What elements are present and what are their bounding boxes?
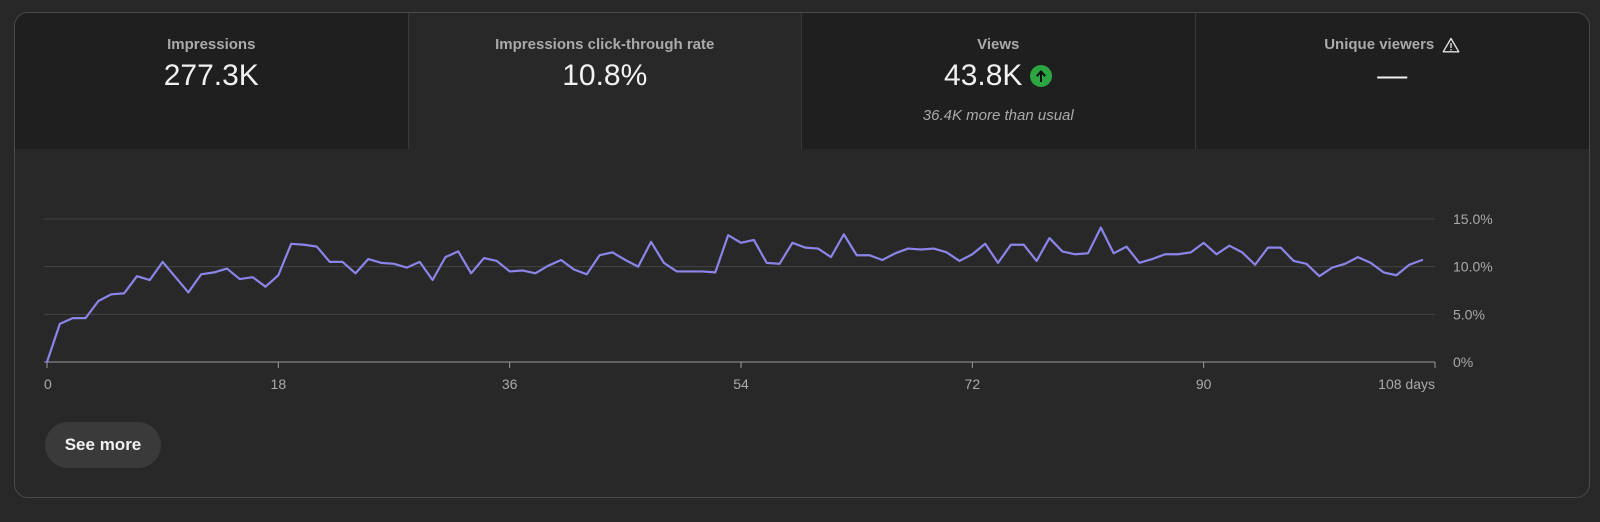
ctr-line-chart: 0% 5.0% 10.0% 15.0% 0 18 36 54 72 90 108 days	[44, 211, 1493, 392]
analytics-card: Impressions 277.3K Impressions click-thr…	[14, 12, 1590, 498]
x-tick-label: 18	[271, 376, 287, 392]
y-tick-label: 5.0%	[1453, 306, 1485, 322]
warning-triangle-icon[interactable]	[1442, 37, 1460, 53]
arrow-up-circle-icon	[1030, 65, 1053, 87]
metric-value: 43.8K	[802, 59, 1195, 93]
x-tick-label: 90	[1196, 376, 1212, 392]
series-line	[45, 226, 1424, 364]
metric-value-text: —	[1377, 59, 1408, 92]
tab-views[interactable]: Views 43.8K 36.4K more than usual	[802, 13, 1196, 149]
y-tick-label: 0%	[1453, 354, 1473, 370]
x-tick-label: 36	[502, 376, 518, 392]
y-tick-label: 15.0%	[1453, 211, 1493, 227]
tab-impressions[interactable]: Impressions 277.3K	[15, 13, 409, 149]
metric-tabs: Impressions 277.3K Impressions click-thr…	[15, 13, 1589, 149]
tab-label: Impressions click-through rate	[495, 36, 715, 53]
tab-impressions-ctr[interactable]: Impressions click-through rate 10.8%	[408, 13, 802, 149]
metric-value: 10.8%	[409, 59, 802, 93]
y-tick-label: 10.0%	[1453, 259, 1493, 275]
tab-label-text: Unique viewers	[1324, 36, 1435, 53]
tab-label-row: Unique viewers	[1196, 36, 1590, 53]
see-more-button[interactable]: See more	[45, 422, 161, 468]
metric-value: 277.3K	[15, 59, 408, 93]
tab-label: Impressions	[167, 36, 256, 53]
views-comparison-text: 36.4K more than usual	[922, 107, 1074, 124]
x-tick-label: 0	[44, 376, 52, 392]
x-tick-label: 54	[733, 376, 749, 392]
metric-value: —	[1196, 59, 1590, 93]
tab-unique-viewers[interactable]: Unique viewers —	[1195, 13, 1590, 149]
x-tick-label: 72	[965, 376, 981, 392]
metric-value-text: 10.8%	[562, 59, 648, 92]
metric-value-text: 43.8K	[944, 59, 1023, 92]
metric-value-text: 277.3K	[163, 59, 259, 92]
tab-label: Views	[977, 36, 1020, 53]
x-tick-label: 108 days	[1378, 376, 1435, 392]
